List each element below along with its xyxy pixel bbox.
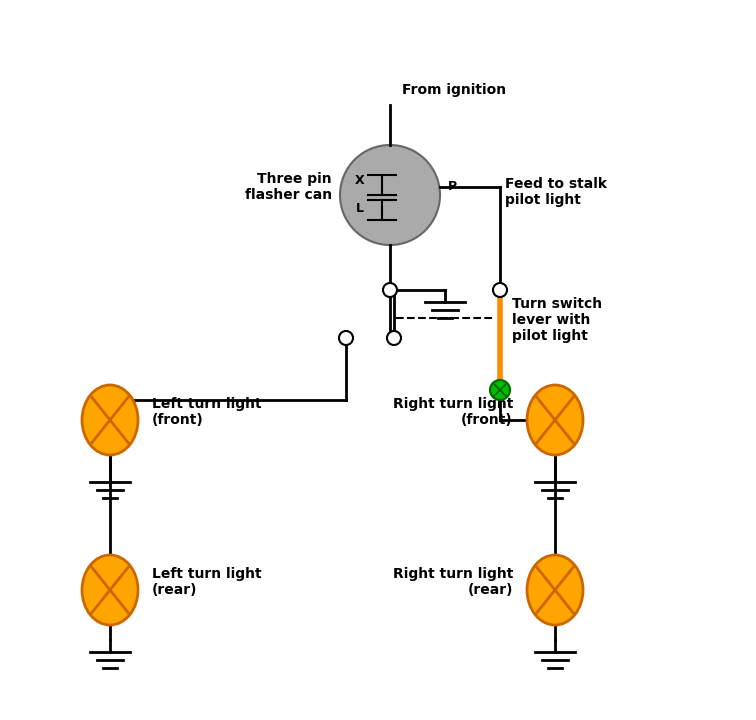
Circle shape bbox=[387, 331, 401, 345]
Circle shape bbox=[339, 331, 353, 345]
Text: X: X bbox=[355, 174, 364, 187]
Circle shape bbox=[490, 380, 510, 400]
Text: Three pin
flasher can: Three pin flasher can bbox=[245, 172, 332, 202]
Ellipse shape bbox=[82, 555, 138, 625]
Text: Turn switch
lever with
pilot light: Turn switch lever with pilot light bbox=[512, 297, 602, 343]
Text: Left turn light
(rear): Left turn light (rear) bbox=[152, 567, 262, 597]
Text: Feed to stalk
pilot light: Feed to stalk pilot light bbox=[505, 177, 607, 207]
Circle shape bbox=[340, 145, 440, 245]
Circle shape bbox=[493, 283, 507, 297]
Ellipse shape bbox=[527, 555, 583, 625]
Text: Left turn light
(front): Left turn light (front) bbox=[152, 397, 262, 427]
Text: Right turn light
(front): Right turn light (front) bbox=[392, 397, 513, 427]
Ellipse shape bbox=[527, 385, 583, 455]
Text: Right turn light
(rear): Right turn light (rear) bbox=[392, 567, 513, 597]
Ellipse shape bbox=[82, 385, 138, 455]
Text: From ignition: From ignition bbox=[402, 83, 506, 97]
Text: L: L bbox=[356, 202, 364, 215]
Circle shape bbox=[383, 283, 397, 297]
Text: P: P bbox=[448, 181, 457, 194]
